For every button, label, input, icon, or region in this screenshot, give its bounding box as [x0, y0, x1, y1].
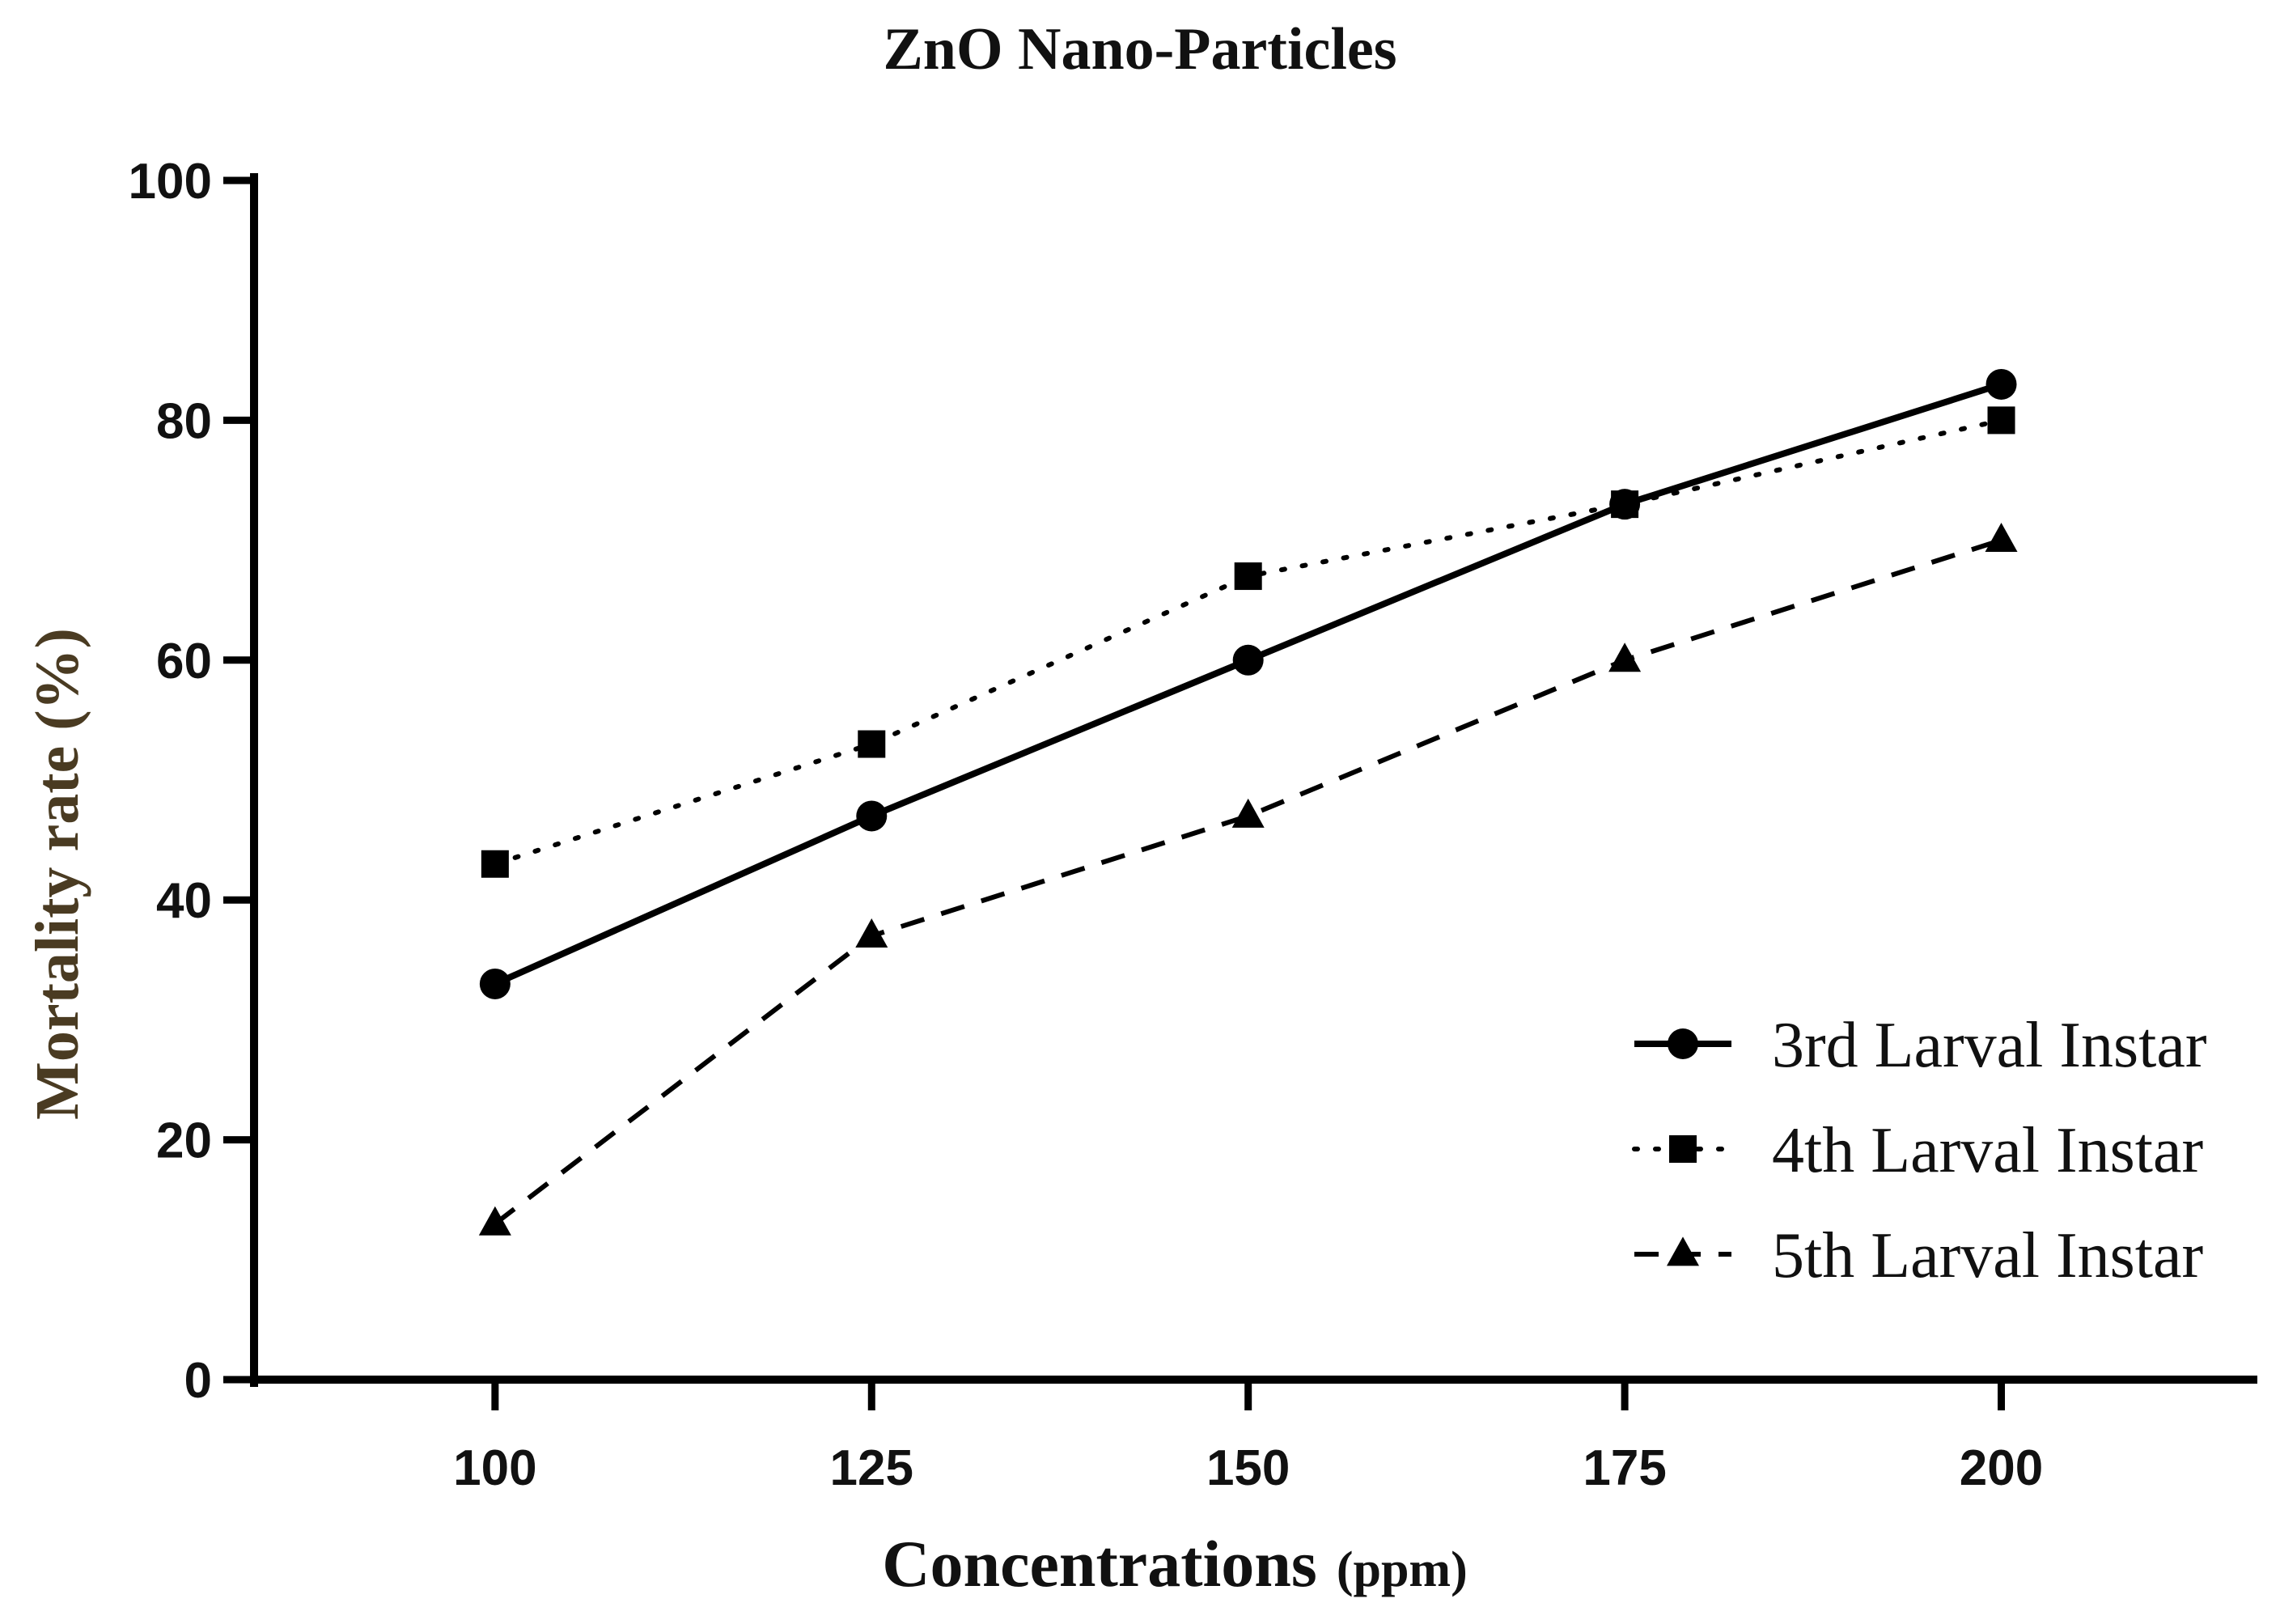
data-point — [858, 730, 886, 758]
y-tick-label: 20 — [156, 1113, 212, 1169]
data-point — [1234, 562, 1262, 591]
y-axis-label: Mortality rate (%) — [23, 628, 91, 1120]
x-tick-label: 150 — [1206, 1440, 1290, 1496]
data-point — [1987, 406, 2015, 435]
x-axis-unit: (ppm) — [1337, 1542, 1468, 1597]
data-point — [481, 850, 509, 878]
legend-marker — [1668, 1028, 1698, 1059]
data-point — [855, 918, 888, 948]
data-point — [1985, 368, 2017, 400]
series-line — [492, 418, 2004, 867]
legend-label: 5th Larval Instar — [1772, 1220, 2203, 1291]
data-point — [479, 968, 511, 999]
chart-title: ZnO Nano-Particles — [883, 16, 1396, 83]
legend-item: 3rd Larval Instar — [1634, 1010, 2207, 1081]
y-tick-label: 100 — [129, 154, 212, 210]
y-tick-label: 60 — [156, 634, 212, 689]
axes: 0 20 40 60 80 100 100 125 150 175 200 — [129, 154, 2257, 1496]
legend-item: 4th Larval Instar — [1632, 1115, 2203, 1186]
data-point — [1232, 644, 1264, 676]
series-layer — [478, 368, 2018, 1236]
x-tick-label: 175 — [1583, 1440, 1666, 1496]
data-point — [1231, 798, 1265, 828]
data-point — [856, 800, 888, 832]
x-tick-label: 100 — [453, 1440, 536, 1496]
legend-item: 5th Larval Instar — [1634, 1220, 2203, 1291]
data-point — [1609, 489, 1641, 520]
x-axis-label-text: Concentrations — [882, 1527, 1317, 1601]
series-line — [494, 537, 2002, 1226]
series-5th — [478, 523, 2018, 1236]
y-tick-label: 40 — [156, 873, 212, 929]
x-tick-label: 200 — [1960, 1440, 2043, 1496]
x-tick-label: 125 — [830, 1440, 913, 1496]
series-line — [494, 381, 2002, 987]
data-point — [478, 1206, 511, 1236]
legend-label: 4th Larval Instar — [1772, 1115, 2203, 1186]
data-point — [1985, 523, 2018, 552]
legend: 3rd Larval Instar 4th Larval Instar 5th La… — [1632, 1010, 2207, 1291]
legend-label: 3rd Larval Instar — [1772, 1010, 2207, 1081]
y-tick-label: 0 — [184, 1353, 212, 1409]
y-tick-label: 80 — [156, 393, 212, 449]
series-3th — [479, 368, 2017, 999]
data-point — [1608, 642, 1642, 672]
legend-marker — [1669, 1135, 1697, 1163]
legend-marker — [1667, 1236, 1699, 1266]
x-axis-label: Concentrations (ppm) — [882, 1527, 1467, 1601]
